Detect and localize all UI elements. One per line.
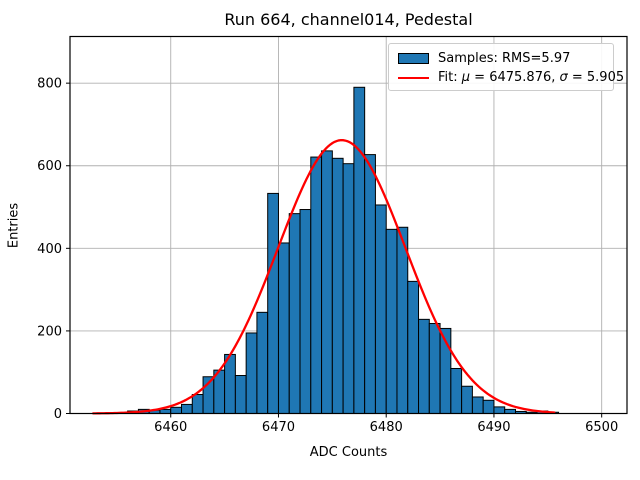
histogram-bar bbox=[256, 311, 269, 414]
legend-box: Samples: RMS=5.97 Fit: μ = 6475.876, σ =… bbox=[388, 43, 624, 91]
x-axis-label: ADC Counts bbox=[309, 445, 388, 460]
plot-frame bbox=[69, 35, 628, 415]
y-tick-label: 0 bbox=[54, 407, 62, 422]
y-tick-label: 400 bbox=[37, 242, 62, 257]
histogram-bar bbox=[471, 396, 484, 415]
x-tick-label: 6470 bbox=[262, 420, 295, 435]
histogram-bar bbox=[374, 204, 387, 414]
chart-title: Run 664, channel014, Pedestal bbox=[224, 10, 473, 29]
axis-ticks bbox=[66, 82, 603, 418]
legend-fit-label: Fit: μ = 6475.876, σ = 5.905 bbox=[438, 70, 625, 85]
x-tick-label: 6490 bbox=[477, 420, 510, 435]
histogram-bar bbox=[493, 406, 506, 415]
histogram-bar bbox=[364, 154, 376, 414]
histogram-bar bbox=[407, 280, 420, 414]
histogram-bar bbox=[321, 150, 333, 414]
y-tick-label: 800 bbox=[37, 77, 62, 92]
histogram-bar bbox=[428, 322, 441, 415]
x-tick-label: 6480 bbox=[370, 420, 403, 435]
histogram-bar bbox=[191, 394, 204, 415]
histogram-bar bbox=[342, 163, 355, 414]
histogram-bar bbox=[450, 367, 463, 414]
histogram-bar bbox=[299, 209, 312, 414]
histogram-bar bbox=[277, 242, 290, 414]
histogram-bar bbox=[461, 385, 473, 414]
histogram-bar bbox=[245, 332, 258, 415]
x-tick-label: 6460 bbox=[154, 420, 187, 435]
legend-samples-label: Samples: RMS=5.97 bbox=[438, 51, 571, 66]
histogram-bar bbox=[224, 353, 236, 415]
tick-labels: 6460 6470 6480 6490 6500 0 200 400 600 800 bbox=[37, 77, 618, 435]
histogram-bar bbox=[396, 226, 409, 414]
histogram-bar bbox=[181, 403, 193, 415]
histogram-bar bbox=[482, 399, 495, 415]
fit-line-swatch-icon bbox=[398, 76, 429, 79]
histogram-bar bbox=[267, 192, 279, 414]
histogram-bar bbox=[310, 156, 323, 414]
y-axis-label: Entries bbox=[6, 202, 22, 249]
histogram-bar bbox=[353, 86, 366, 414]
histogram-bar bbox=[159, 408, 172, 414]
histogram-bar bbox=[234, 375, 247, 415]
histogram-bar bbox=[170, 406, 182, 414]
y-tick-label: 600 bbox=[37, 159, 62, 174]
legend-entry-samples: Samples: RMS=5.97 bbox=[398, 49, 613, 68]
histogram-bars bbox=[127, 86, 560, 415]
x-tick-label: 6500 bbox=[585, 420, 618, 435]
histogram-bar bbox=[385, 228, 398, 414]
histogram-swatch-icon bbox=[398, 53, 429, 64]
histogram-bar bbox=[504, 408, 516, 414]
histogram-bar bbox=[331, 157, 344, 414]
histogram-bar bbox=[288, 213, 301, 414]
y-tick-label: 200 bbox=[37, 324, 62, 339]
histogram-bar bbox=[418, 318, 430, 415]
legend-entry-fit: Fit: μ = 6475.876, σ = 5.905 bbox=[398, 68, 624, 87]
gaussian-fit-curve bbox=[92, 139, 556, 415]
